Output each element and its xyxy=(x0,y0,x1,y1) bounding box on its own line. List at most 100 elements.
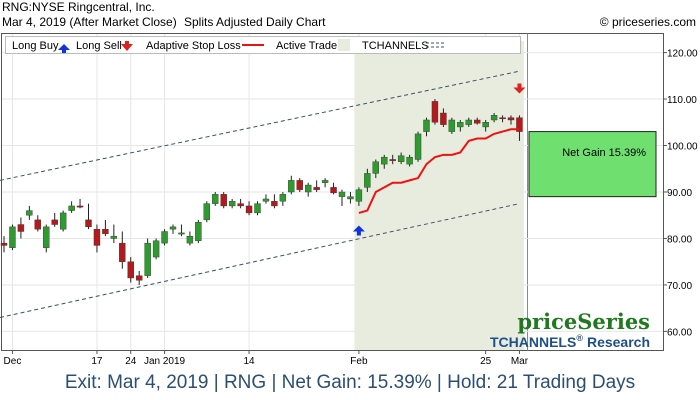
candle-body xyxy=(212,194,219,204)
legend-tchannels: TCHANNELS xyxy=(362,40,429,52)
candle-body xyxy=(490,115,498,121)
candle-body xyxy=(271,201,278,207)
signal-layer xyxy=(352,83,526,236)
x-tick-label: 14 xyxy=(243,356,255,367)
candle-body xyxy=(59,212,67,230)
candle-body xyxy=(313,187,320,190)
candle-body xyxy=(499,117,506,120)
y-tick-label: 90.00 xyxy=(667,188,692,199)
candle-body xyxy=(93,228,101,246)
price-chart: 60.00 70.00 80.00 90.00 100.00 110.00 120.00 De… xyxy=(0,33,698,367)
footer-summary: Exit: Mar 4, 2019 | RNG | Net Gain: 15.3… xyxy=(64,372,636,393)
candle-body xyxy=(389,159,396,161)
candle-body xyxy=(431,101,439,123)
candle-body xyxy=(414,133,422,160)
y-tick-label: 120.00 xyxy=(667,49,698,60)
active-trade-region xyxy=(354,40,524,351)
candle-body xyxy=(119,242,126,262)
candle-body xyxy=(51,219,58,225)
candle-body xyxy=(34,219,41,230)
candle-body xyxy=(0,242,8,246)
channel-upper-line xyxy=(0,70,520,181)
candle-body xyxy=(178,232,185,235)
active-trade-swatch xyxy=(338,39,350,51)
legend: Long Buy Long Sell Adaptive Stop Loss Ac… xyxy=(5,36,521,54)
x-tick-label: 24 xyxy=(125,356,137,367)
candle-body xyxy=(262,198,270,202)
brand-tagline-main: TCHANNELS xyxy=(490,334,576,350)
candle-body xyxy=(102,228,109,235)
candle-body xyxy=(474,119,481,124)
candle-body xyxy=(406,156,413,165)
y-tick-label: 110.00 xyxy=(667,95,697,106)
candle-body xyxy=(85,219,92,228)
brand-tagline-end: Research xyxy=(587,334,650,350)
chart-title: RNG:NYSE Ringcentral, Inc. xyxy=(2,0,155,14)
chart-subtitle-date: Mar 4, 2019 (After Market Close) xyxy=(2,15,177,29)
brand-priceseries: priceSeries xyxy=(517,309,650,334)
candle-body xyxy=(228,201,236,207)
y-tick-label: 80.00 xyxy=(667,234,692,245)
x-tick-label: Mar xyxy=(511,356,529,367)
adaptive-stop-line xyxy=(358,128,520,214)
candle-body xyxy=(9,226,16,248)
legend-adaptive-stop: Adaptive Stop Loss xyxy=(146,40,241,52)
buy-signal-arrow xyxy=(352,225,365,236)
candle-body xyxy=(161,231,168,244)
candle-body xyxy=(152,240,160,258)
candle-body xyxy=(321,180,329,183)
candle-body xyxy=(203,203,211,221)
candle-body xyxy=(68,205,75,211)
net-gain-box xyxy=(528,131,657,198)
candle-body xyxy=(186,235,194,244)
x-tick-label: 17 xyxy=(91,356,103,367)
candle-body xyxy=(397,155,405,162)
channel-lower-line xyxy=(0,203,520,318)
candle-body xyxy=(364,173,371,188)
x-tick-label: Feb xyxy=(350,356,368,367)
candle-body xyxy=(465,119,472,125)
candle-body xyxy=(26,210,33,216)
candle-body xyxy=(127,261,134,279)
stop-loss-layer xyxy=(358,128,520,214)
gain-layer xyxy=(528,131,657,198)
net-gain-label: Net Gain 15.39% xyxy=(562,147,646,159)
candle-body xyxy=(372,161,379,174)
candle-body xyxy=(457,122,464,128)
candle-body xyxy=(169,226,177,230)
candle-body xyxy=(43,226,50,248)
candle-body xyxy=(516,117,523,132)
y-tick-label: 100.00 xyxy=(667,142,698,153)
candle-body xyxy=(305,184,312,193)
candle-body xyxy=(330,187,337,194)
candle-body xyxy=(17,224,25,232)
chart-subtitle-type: Splits Adjusted Daily Chart xyxy=(184,15,326,29)
x-tick-label: 25 xyxy=(480,356,492,367)
candle-body xyxy=(423,119,430,132)
candle-body xyxy=(448,119,456,132)
candle-body xyxy=(507,117,515,121)
candle-body xyxy=(245,205,253,214)
candle-body xyxy=(482,122,489,128)
brand-tagline: TCHANNELS® Research xyxy=(490,333,650,350)
candle-body xyxy=(76,205,84,208)
candle-body xyxy=(135,275,143,281)
candle-body xyxy=(296,180,303,190)
candle-body xyxy=(355,189,363,202)
copyright-text: © priceseries.com xyxy=(599,15,696,29)
y-tick-label: 60.00 xyxy=(667,327,692,338)
candle-body xyxy=(144,242,151,276)
axis-layer: 60.00 70.00 80.00 90.00 100.00 110.00 120.00 De… xyxy=(4,49,698,367)
active-trade-layer xyxy=(354,40,524,351)
candle-body xyxy=(237,203,244,207)
legend-active-trade: Active Trade xyxy=(276,40,337,52)
channel-layer xyxy=(0,70,520,318)
brand-tagline-reg: ® xyxy=(576,333,583,343)
sell-signal-arrow xyxy=(513,83,526,94)
candle-body xyxy=(279,194,287,202)
candle-layer xyxy=(0,99,523,285)
candle-body xyxy=(347,196,354,200)
long-buy-arrow-icon xyxy=(58,44,70,53)
candle-body xyxy=(110,235,118,239)
candle-body xyxy=(288,180,295,193)
